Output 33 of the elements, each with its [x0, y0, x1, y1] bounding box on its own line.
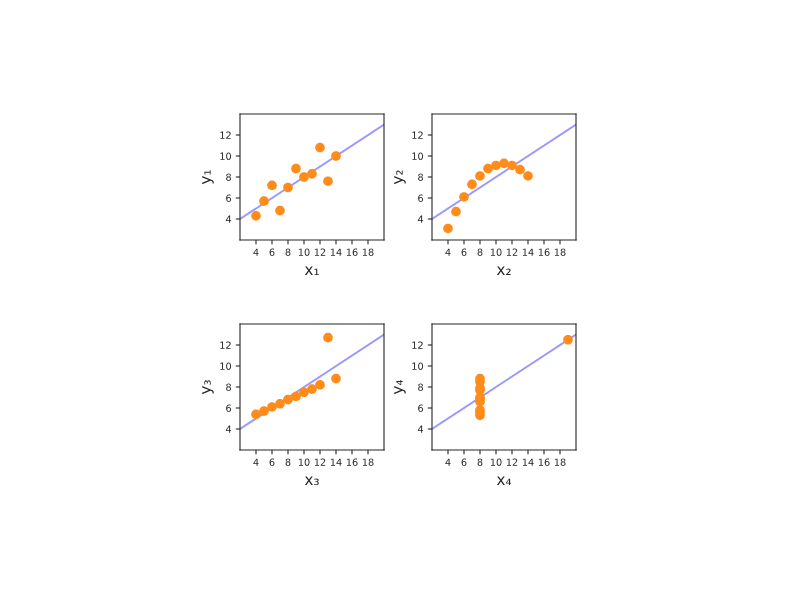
point: [451, 206, 461, 217]
point: [251, 211, 261, 221]
point: [331, 373, 341, 384]
point: [323, 332, 333, 343]
point: [283, 394, 293, 405]
point: [251, 409, 261, 420]
point: [499, 158, 509, 169]
point: [563, 334, 573, 345]
point: [467, 179, 477, 190]
point: [275, 205, 285, 216]
point: [315, 142, 325, 153]
point: [299, 387, 309, 398]
point: [507, 160, 517, 171]
point: [267, 180, 277, 191]
point: [307, 384, 317, 394]
point: [523, 171, 533, 181]
point: [283, 182, 293, 193]
point: [275, 398, 285, 409]
point: [299, 172, 309, 182]
point: [475, 171, 485, 181]
point: [259, 196, 269, 206]
point: [331, 151, 341, 161]
point: [443, 223, 453, 234]
point: [483, 163, 493, 174]
point: [315, 380, 325, 390]
point: [291, 391, 301, 402]
point: [459, 192, 469, 202]
point: [515, 164, 525, 175]
point: [323, 176, 333, 187]
point: [259, 406, 269, 416]
point: [307, 169, 317, 179]
point: [267, 402, 277, 412]
point: [291, 163, 301, 174]
